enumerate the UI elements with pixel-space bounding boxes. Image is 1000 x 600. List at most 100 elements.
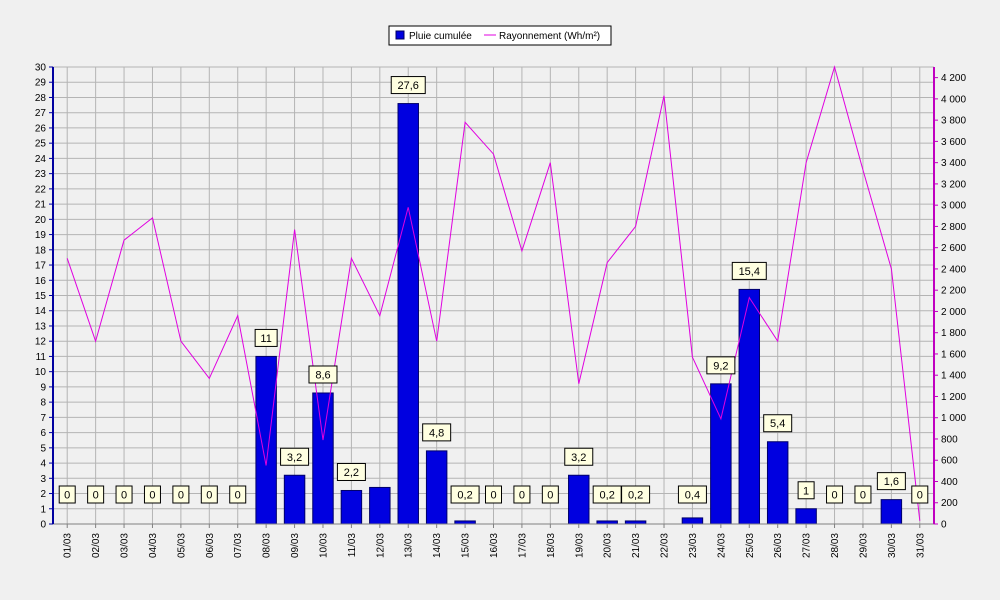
data-label: 9,2 [713, 360, 728, 372]
legend-label-line: Rayonnement (Wh/m²) [499, 31, 600, 42]
y-left-tick-label: 1 [40, 504, 46, 515]
x-tick-label: 10/03 [318, 533, 329, 558]
x-tick-label: 19/03 [574, 533, 585, 558]
y-right-tick-label: 200 [941, 498, 958, 509]
x-tick-label: 17/03 [517, 533, 528, 558]
data-label: 0 [547, 490, 553, 502]
x-tick-label: 09/03 [290, 533, 301, 558]
data-label-box [485, 485, 502, 504]
data-label-box [876, 472, 906, 491]
data-label: 0 [235, 490, 241, 502]
data-label: 15,4 [739, 266, 760, 278]
legend-box [388, 25, 612, 46]
y-left-tick-label: 24 [35, 154, 47, 165]
bar [681, 517, 704, 525]
y-right-tick-label: 0 [941, 520, 947, 531]
data-label-box [422, 423, 452, 442]
y-left-tick-label: 8 [40, 398, 46, 409]
data-label-box [677, 485, 707, 504]
data-label-box [826, 485, 844, 504]
x-tick-label: 20/03 [603, 533, 614, 558]
data-label: 0,2 [628, 490, 643, 502]
data-label: 0 [519, 490, 525, 502]
x-tick-label: 13/03 [404, 533, 415, 558]
y-left-tick-label: 6 [40, 428, 46, 439]
data-label-box [541, 485, 559, 504]
data-label: 3,2 [287, 452, 302, 464]
bar [766, 441, 789, 525]
data-label: 0 [178, 490, 184, 502]
data-label: 0 [490, 490, 496, 502]
x-tick-label: 08/03 [262, 533, 273, 558]
data-label: 8,6 [315, 369, 330, 381]
x-tick-label: 26/03 [773, 533, 784, 558]
bar [710, 383, 732, 525]
x-tick-label: 02/03 [91, 533, 102, 558]
data-label-box [254, 328, 278, 347]
bar [795, 508, 817, 525]
data-label: 0 [121, 490, 127, 502]
bar-series [255, 103, 903, 525]
bar [880, 499, 903, 525]
data-label-box [797, 481, 815, 500]
data-label: 0 [860, 490, 866, 502]
x-tick-label: 12/03 [375, 533, 386, 558]
x-tick-label: 06/03 [205, 533, 216, 558]
data-label: 11 [260, 333, 271, 345]
y-left-tick-label: 29 [35, 78, 47, 89]
y-left-tick-label: 12 [35, 337, 47, 348]
y-left-tick-label: 26 [35, 123, 47, 134]
bar [283, 474, 306, 525]
line-series [66, 65, 921, 521]
y-left-tick-label: 19 [35, 230, 47, 241]
y-left-tick-label: 25 [35, 139, 47, 150]
data-label-box [87, 485, 105, 504]
x-tick-label: 25/03 [745, 533, 756, 558]
data-label-box [280, 447, 310, 466]
x-tick-label: 18/03 [546, 533, 557, 558]
data-label-box [58, 485, 76, 504]
x-axis-ticks: 01/03 02/03 03/03 04/03 05/03 06/03 07/03 08/03… [63, 524, 926, 558]
y-left-tick-label: 14 [35, 306, 47, 317]
data-label: 0,2 [457, 490, 472, 502]
y-axis-left-ticks: 0123456789101112131415161718192021222324… [35, 63, 53, 531]
x-tick-label: 01/03 [63, 533, 74, 558]
y-left-tick-label: 5 [40, 443, 46, 454]
data-label-box [564, 447, 594, 466]
x-tick-label: 27/03 [802, 533, 813, 558]
data-label-box [172, 485, 190, 504]
data-label-box [621, 485, 651, 504]
x-tick-label: 31/03 [915, 533, 926, 558]
x-tick-label: 22/03 [660, 533, 671, 558]
y-left-tick-label: 0 [40, 520, 46, 531]
data-label-box [854, 485, 872, 504]
x-tick-label: 14/03 [432, 533, 443, 558]
y-right-tick-label: 4 000 [941, 94, 966, 105]
y-left-tick-label: 9 [40, 382, 46, 393]
x-tick-label: 11/03 [347, 533, 358, 558]
data-label: 1,6 [884, 476, 899, 488]
y-left-tick-label: 21 [35, 200, 47, 211]
data-label-box [143, 485, 161, 504]
data-label: 0,4 [685, 490, 700, 502]
x-tick-label: 30/03 [887, 533, 898, 558]
x-tick-label: 21/03 [631, 533, 642, 558]
data-label: 2,2 [344, 467, 359, 479]
y-left-tick-label: 15 [35, 291, 47, 302]
y-left-tick-label: 18 [35, 245, 47, 256]
y-left-tick-label: 20 [35, 215, 47, 226]
y-right-tick-label: 2 800 [941, 222, 966, 233]
data-label: 5,4 [770, 418, 785, 430]
y-right-tick-label: 2 600 [941, 243, 966, 254]
legend-label-bar: Pluie cumulée [409, 31, 472, 42]
y-left-tick-label: 7 [40, 413, 46, 424]
data-label-box [200, 485, 218, 504]
x-tick-label: 05/03 [176, 533, 187, 558]
data-label-box [390, 76, 426, 95]
legend-swatch-bar [395, 30, 405, 40]
x-tick-label: 23/03 [688, 533, 699, 558]
y-right-tick-label: 800 [941, 434, 958, 445]
x-tick-label: 15/03 [461, 533, 472, 558]
y-left-tick-label: 30 [35, 63, 47, 74]
